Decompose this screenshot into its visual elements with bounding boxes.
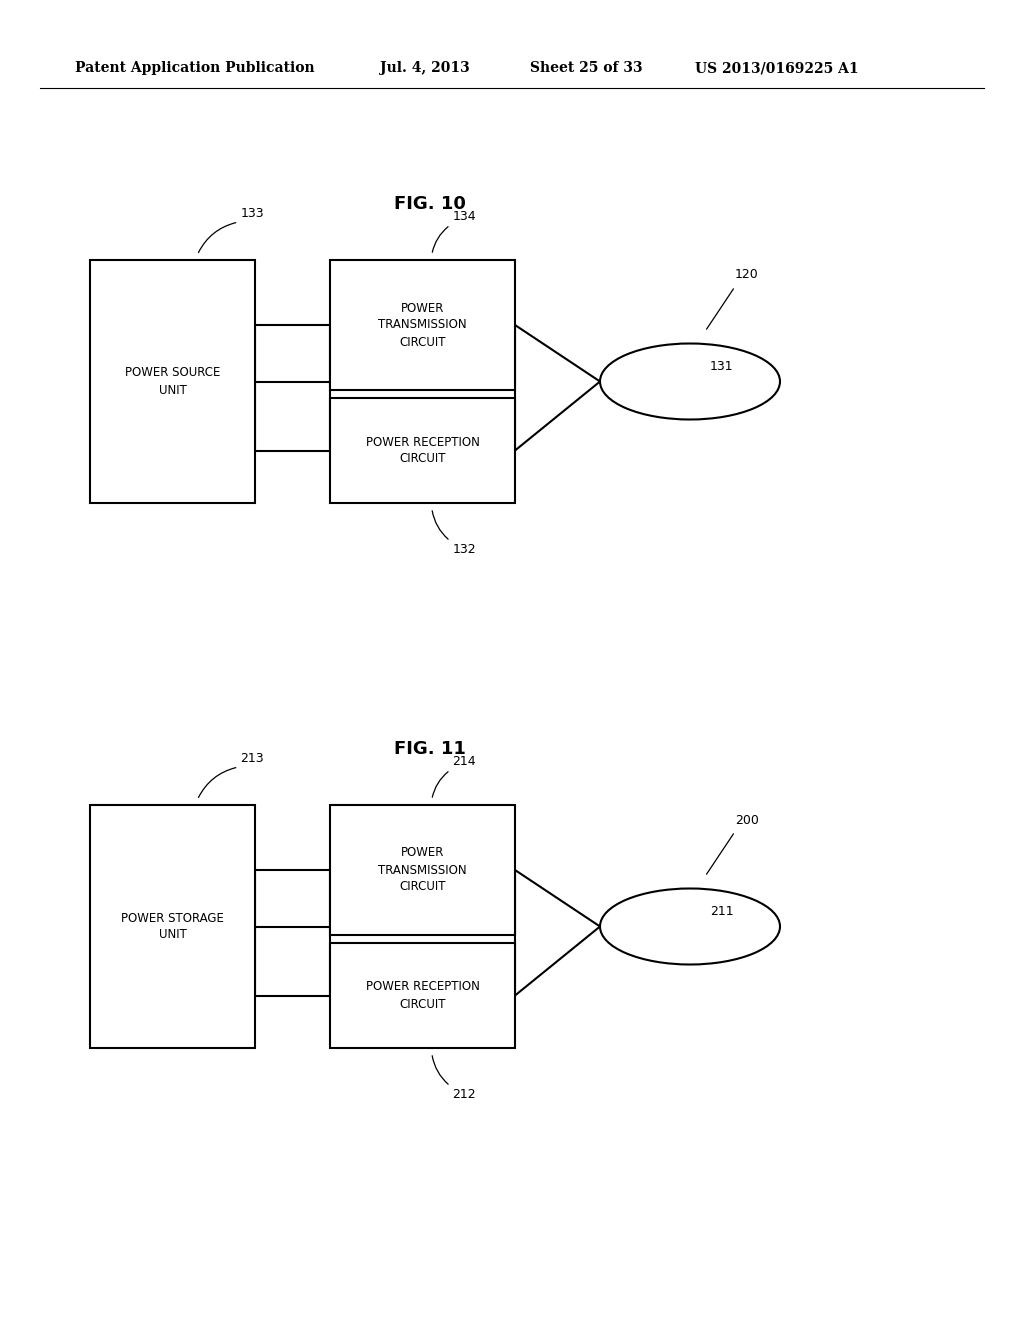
- Text: 134: 134: [453, 210, 476, 223]
- Text: POWER RECEPTION
CIRCUIT: POWER RECEPTION CIRCUIT: [366, 436, 479, 466]
- Bar: [330, 399, 515, 503]
- Bar: [90, 260, 255, 503]
- Text: POWER STORAGE
UNIT: POWER STORAGE UNIT: [121, 912, 224, 941]
- Text: 213: 213: [241, 752, 264, 766]
- Text: Patent Application Publication: Patent Application Publication: [75, 61, 314, 75]
- Text: FIG. 10: FIG. 10: [394, 195, 466, 213]
- Bar: [330, 260, 515, 389]
- Text: Jul. 4, 2013: Jul. 4, 2013: [380, 61, 470, 75]
- Ellipse shape: [600, 888, 780, 965]
- Text: 132: 132: [453, 543, 476, 556]
- Text: POWER RECEPTION
CIRCUIT: POWER RECEPTION CIRCUIT: [366, 981, 479, 1011]
- Text: Sheet 25 of 33: Sheet 25 of 33: [530, 61, 643, 75]
- Ellipse shape: [662, 916, 718, 937]
- Text: 120: 120: [735, 268, 759, 281]
- Text: 211: 211: [710, 906, 733, 917]
- Bar: [90, 805, 255, 1048]
- Ellipse shape: [632, 358, 748, 405]
- Bar: [330, 805, 515, 935]
- Text: POWER SOURCE
UNIT: POWER SOURCE UNIT: [125, 367, 220, 396]
- Text: FIG. 11: FIG. 11: [394, 741, 466, 758]
- Ellipse shape: [600, 343, 780, 420]
- Text: 131: 131: [710, 360, 733, 374]
- Text: 133: 133: [241, 207, 264, 220]
- Text: POWER
TRANSMISSION
CIRCUIT: POWER TRANSMISSION CIRCUIT: [378, 846, 467, 894]
- Ellipse shape: [632, 903, 748, 950]
- Text: 200: 200: [735, 813, 759, 826]
- Text: US 2013/0169225 A1: US 2013/0169225 A1: [695, 61, 859, 75]
- Ellipse shape: [662, 371, 718, 392]
- Bar: [330, 942, 515, 1048]
- Text: 214: 214: [453, 755, 476, 768]
- Text: 212: 212: [453, 1088, 476, 1101]
- Text: POWER
TRANSMISSION
CIRCUIT: POWER TRANSMISSION CIRCUIT: [378, 301, 467, 348]
